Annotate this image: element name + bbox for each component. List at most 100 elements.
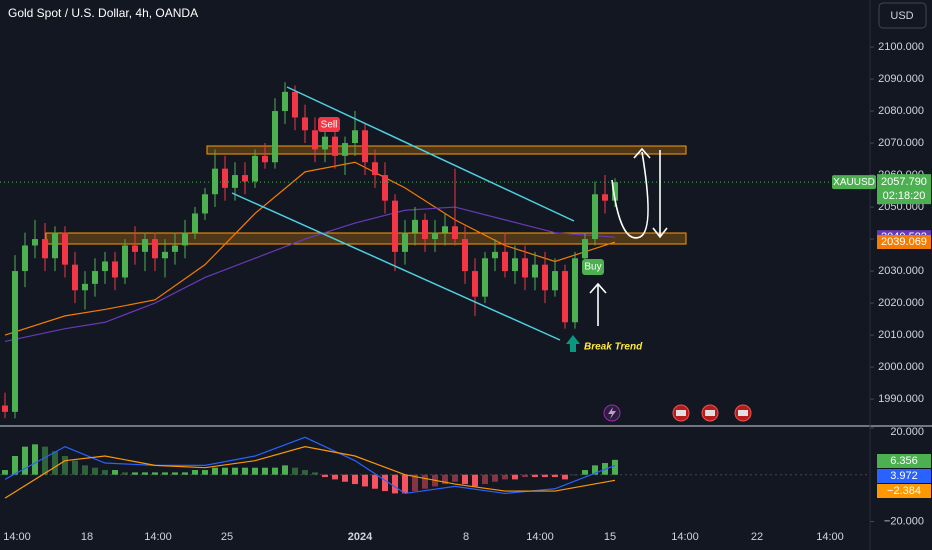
histogram-bar xyxy=(102,470,108,475)
candle-body xyxy=(472,271,478,297)
line-tag-label: −2.384 xyxy=(887,485,921,497)
histogram-bar xyxy=(52,451,58,475)
line-tag xyxy=(877,484,931,498)
buy-label: Buy xyxy=(584,262,601,273)
drawings xyxy=(45,145,687,245)
candle-body xyxy=(172,245,178,252)
candle-body xyxy=(572,258,578,323)
candle-body xyxy=(462,239,468,272)
histogram-bar xyxy=(592,465,598,475)
histogram-bar xyxy=(302,470,308,475)
candle-body xyxy=(552,271,558,291)
candle-body xyxy=(112,261,118,278)
histogram-bar xyxy=(562,474,568,480)
candle-body xyxy=(202,194,208,214)
candle-body xyxy=(12,271,18,412)
candle-body xyxy=(372,162,378,176)
candle-body xyxy=(32,239,38,246)
candle-body xyxy=(402,232,408,252)
x-tick-label: 14:00 xyxy=(526,531,554,543)
histogram-bar xyxy=(122,472,128,475)
x-tick-label: 18 xyxy=(81,531,93,543)
x-tick-label: 15 xyxy=(604,531,616,543)
histogram-bar xyxy=(522,474,528,478)
histogram-bar xyxy=(362,474,368,487)
candle-body xyxy=(422,219,428,240)
x-tick-label: 14:00 xyxy=(3,531,31,543)
histogram-tag xyxy=(877,454,931,468)
histogram-bar xyxy=(492,474,498,482)
candle-body xyxy=(442,226,448,233)
flag xyxy=(705,410,715,416)
candle-body xyxy=(342,143,348,156)
y-tick-label: 2030.000 xyxy=(878,265,924,277)
arrow-head xyxy=(633,147,651,159)
histogram-bar xyxy=(172,472,178,475)
sell-badge xyxy=(318,117,340,132)
histogram-bar xyxy=(342,474,348,482)
break-trend-label: Break Trend xyxy=(584,342,643,353)
y-tick-label: 2090.000 xyxy=(878,73,924,85)
y-tick-label: 2000.000 xyxy=(878,361,924,373)
y-tick-label: −20.000 xyxy=(884,515,924,527)
histogram-bar xyxy=(32,444,38,475)
histogram-bar xyxy=(422,474,428,489)
candle-body xyxy=(192,213,198,233)
x-tick-label: 2024 xyxy=(348,531,373,543)
histogram-bar xyxy=(132,472,138,475)
break-arrow xyxy=(566,335,580,352)
histogram-bar xyxy=(372,474,378,489)
candle-body xyxy=(452,226,458,240)
candle-body xyxy=(252,155,258,182)
histogram-bar xyxy=(612,459,618,475)
y-tick-label: 1990.000 xyxy=(878,393,924,405)
candle-body xyxy=(92,271,98,284)
support-zone xyxy=(45,232,687,245)
histogram-bar xyxy=(572,474,578,476)
candle-body xyxy=(582,239,588,259)
candle-body xyxy=(102,261,108,272)
arrow-head xyxy=(652,227,668,239)
x-tick-label: 14:00 xyxy=(144,531,172,543)
candle-body xyxy=(542,264,548,291)
currency-label: USD xyxy=(890,10,913,22)
candle-body xyxy=(72,264,78,291)
candle-body xyxy=(132,245,138,252)
candle-body xyxy=(602,194,608,201)
histogram-bar xyxy=(262,467,268,475)
flag xyxy=(676,410,686,416)
histogram-bar xyxy=(482,474,488,485)
y-tick-label: 2010.000 xyxy=(878,329,924,341)
histogram-bar xyxy=(252,467,258,475)
candle-body xyxy=(332,136,338,156)
ma-tag-label: 2039.069 xyxy=(881,236,927,248)
candle-body xyxy=(312,130,318,150)
histogram-bar xyxy=(582,470,588,475)
ma-tag xyxy=(877,235,931,250)
candle-body xyxy=(42,239,48,259)
histogram-bar xyxy=(442,474,448,485)
histogram-bar xyxy=(142,472,148,475)
histogram-bar xyxy=(42,446,48,475)
channel-line xyxy=(286,86,575,222)
histogram-bar xyxy=(202,470,208,475)
candle-body xyxy=(162,251,168,259)
histogram-bar xyxy=(502,474,508,480)
candle-body xyxy=(432,232,438,240)
chart-title: Gold Spot / U.S. Dollar, 4h, OANDA xyxy=(8,6,198,20)
histogram-bar xyxy=(542,474,548,478)
currency-button[interactable] xyxy=(878,2,927,29)
candle-body xyxy=(592,194,598,240)
candle-body xyxy=(362,130,368,163)
histogram-bar xyxy=(322,474,328,478)
candle-body xyxy=(512,258,518,272)
candle-body xyxy=(302,117,308,131)
sell-label: Sell xyxy=(321,120,338,131)
x-tick-label: 8 xyxy=(463,531,469,543)
resistance-zone xyxy=(206,145,687,155)
histogram-bar xyxy=(552,474,558,478)
histogram-bar xyxy=(332,474,338,480)
histogram-bar xyxy=(82,465,88,475)
